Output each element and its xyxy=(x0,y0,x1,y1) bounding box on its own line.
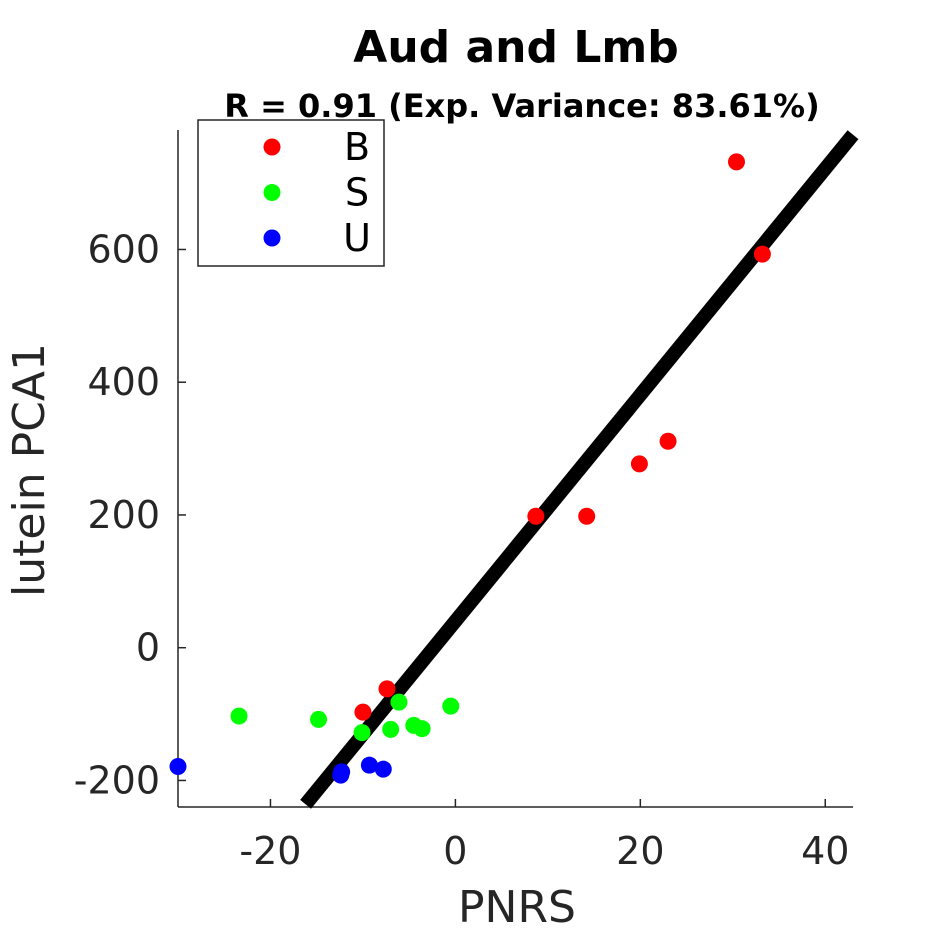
chart-subtitle: R = 0.91 (Exp. Variance: 83.61%) xyxy=(224,87,819,125)
data-point-U xyxy=(360,756,378,774)
y-tick-label: -200 xyxy=(74,758,160,802)
data-point-B xyxy=(659,432,677,450)
legend-marker-S xyxy=(263,184,281,201)
y-tick-label: 400 xyxy=(87,360,160,404)
y-tick-label: 200 xyxy=(87,493,160,537)
data-point-B xyxy=(727,153,745,171)
data-point-S xyxy=(230,707,248,725)
y-tick-label: 0 xyxy=(136,626,160,670)
data-point-B xyxy=(527,507,545,525)
data-point-S xyxy=(442,697,460,715)
legend-label-S: S xyxy=(345,171,369,215)
data-point-S xyxy=(310,710,328,728)
x-axis-label: PNRS xyxy=(458,882,576,933)
data-point-U xyxy=(374,760,392,778)
data-point-S xyxy=(353,724,371,742)
fit-line xyxy=(300,130,859,809)
legend-label-U: U xyxy=(343,216,371,260)
x-tick-label: 40 xyxy=(801,829,849,873)
legend-marker-B xyxy=(263,138,281,156)
fit-line-group xyxy=(300,130,859,809)
chart-title: Aud and Lmb xyxy=(353,22,678,73)
data-point-S xyxy=(382,720,400,738)
legend-box xyxy=(197,119,385,267)
x-tick-label: 0 xyxy=(443,829,467,873)
x-tick-label: -20 xyxy=(239,829,301,873)
data-point-B xyxy=(378,680,396,698)
data-point-B xyxy=(578,507,596,525)
legend: BSU xyxy=(197,119,385,267)
data-points xyxy=(169,153,771,784)
data-point-B xyxy=(630,455,648,473)
data-point-S xyxy=(390,693,408,711)
data-point-U xyxy=(333,763,351,781)
x-tick-label: 20 xyxy=(616,829,664,873)
data-point-S xyxy=(413,720,431,738)
data-point-B xyxy=(354,703,372,721)
legend-label-B: B xyxy=(344,125,370,169)
data-point-U xyxy=(169,758,187,776)
legend-marker-U xyxy=(263,229,281,247)
y-axis-label: lutein PCA1 xyxy=(4,343,55,597)
data-point-B xyxy=(753,245,771,263)
y-tick-label: 600 xyxy=(87,227,160,271)
